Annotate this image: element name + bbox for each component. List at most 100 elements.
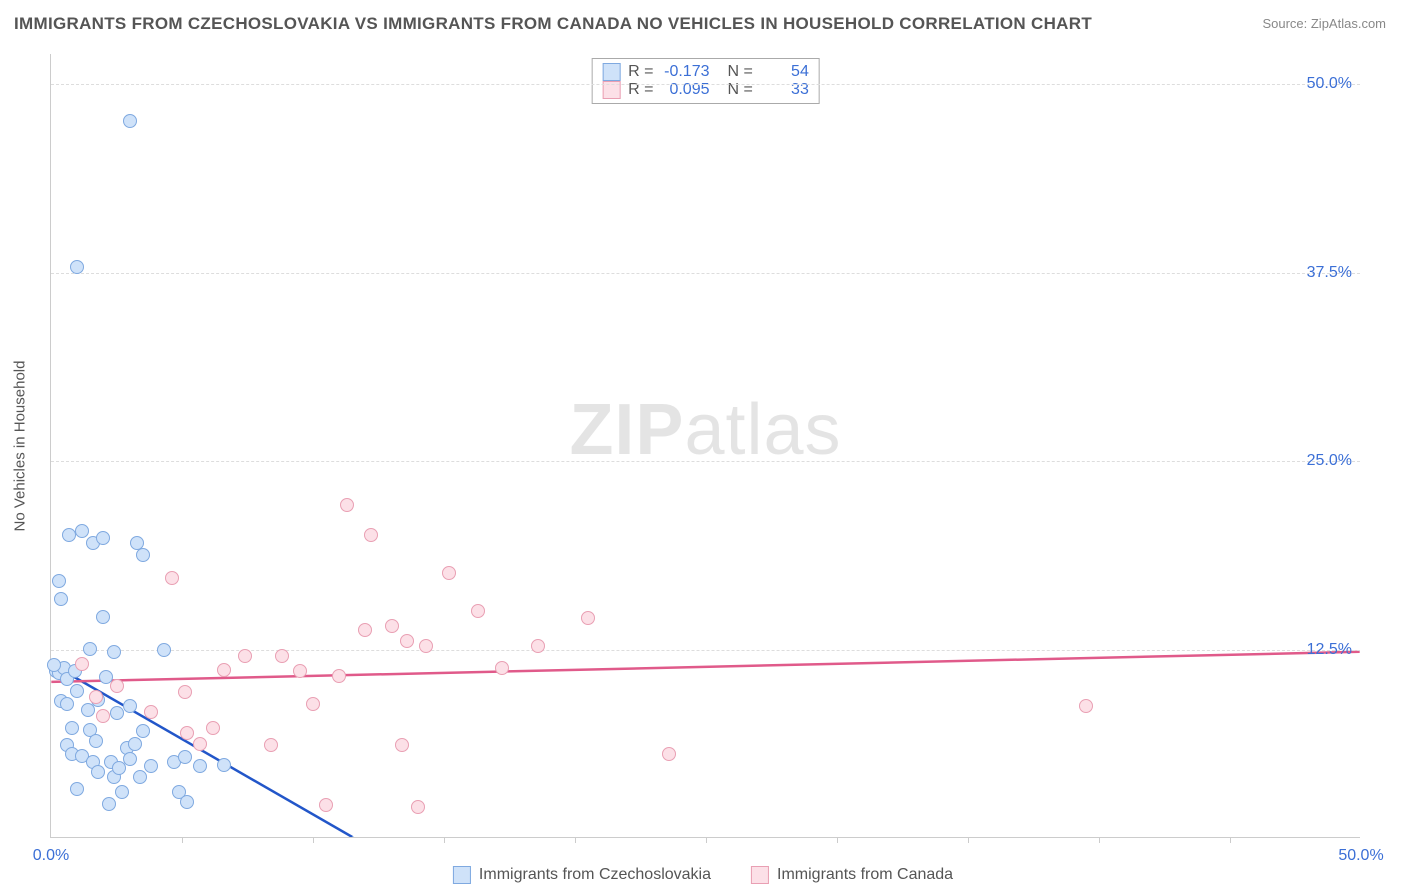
data-point xyxy=(217,758,231,772)
stat-key: N = xyxy=(728,63,753,81)
x-tick-mark xyxy=(968,837,969,843)
data-point xyxy=(54,592,68,606)
legend-item: Immigrants from Czechoslovakia xyxy=(453,866,711,884)
x-tick-label: 0.0% xyxy=(33,847,69,865)
data-point xyxy=(442,566,456,580)
gridline xyxy=(51,273,1360,274)
x-tick-mark xyxy=(1099,837,1100,843)
data-point xyxy=(471,604,485,618)
data-point xyxy=(178,685,192,699)
data-point xyxy=(411,800,425,814)
data-point xyxy=(662,747,676,761)
data-point xyxy=(531,639,545,653)
data-point xyxy=(47,658,61,672)
data-point xyxy=(144,705,158,719)
data-point xyxy=(332,669,346,683)
stats-row: R = -0.173 N = 54 xyxy=(602,63,809,81)
data-point xyxy=(70,684,84,698)
data-point xyxy=(123,114,137,128)
stat-key: R = xyxy=(628,63,653,81)
data-point xyxy=(178,750,192,764)
y-tick-label: 25.0% xyxy=(1307,452,1352,470)
trend-lines xyxy=(51,54,1360,837)
y-tick-label: 12.5% xyxy=(1307,641,1352,659)
data-point xyxy=(217,663,231,677)
data-point xyxy=(133,770,147,784)
x-tick-label: 50.0% xyxy=(1338,847,1383,865)
data-point xyxy=(123,699,137,713)
data-point xyxy=(107,645,121,659)
data-point xyxy=(102,797,116,811)
data-point xyxy=(91,765,105,779)
chart-title: IMMIGRANTS FROM CZECHOSLOVAKIA VS IMMIGR… xyxy=(14,14,1092,34)
x-tick-mark xyxy=(837,837,838,843)
x-tick-mark xyxy=(313,837,314,843)
y-tick-label: 37.5% xyxy=(1307,264,1352,282)
data-point xyxy=(123,752,137,766)
legend-swatch xyxy=(453,866,471,884)
x-tick-mark xyxy=(1230,837,1231,843)
legend-item: Immigrants from Canada xyxy=(751,866,953,884)
plot-area: ZIPatlas R =-0.173N =54R =0.095N =33 12.… xyxy=(50,54,1360,838)
legend-label: Immigrants from Czechoslovakia xyxy=(479,866,711,884)
data-point xyxy=(96,709,110,723)
data-point xyxy=(581,611,595,625)
data-point xyxy=(264,738,278,752)
data-point xyxy=(75,524,89,538)
legend-swatch xyxy=(751,866,769,884)
data-point xyxy=(60,697,74,711)
gridline xyxy=(51,84,1360,85)
series-legend: Immigrants from Czechoslovakia Immigrants… xyxy=(453,866,953,884)
x-tick-mark xyxy=(575,837,576,843)
data-point xyxy=(180,795,194,809)
data-point xyxy=(83,642,97,656)
data-point xyxy=(81,703,95,717)
data-point xyxy=(89,734,103,748)
data-point xyxy=(144,759,158,773)
source-label: Source: ZipAtlas.com xyxy=(1262,16,1386,31)
data-point xyxy=(110,679,124,693)
data-point xyxy=(495,661,509,675)
watermark: ZIPatlas xyxy=(569,389,841,471)
data-point xyxy=(400,634,414,648)
data-point xyxy=(1079,699,1093,713)
data-point xyxy=(419,639,433,653)
data-point xyxy=(96,531,110,545)
data-point xyxy=(157,643,171,657)
legend-swatch xyxy=(602,63,620,81)
data-point xyxy=(89,690,103,704)
y-axis-label: No Vehicles in Household xyxy=(12,361,29,532)
data-point xyxy=(52,574,66,588)
stat-n-value: 54 xyxy=(761,63,809,81)
y-tick-label: 50.0% xyxy=(1307,75,1352,93)
data-point xyxy=(75,657,89,671)
data-point xyxy=(293,664,307,678)
correlation-stats-box: R =-0.173N =54R =0.095N =33 xyxy=(591,58,820,104)
data-point xyxy=(358,623,372,637)
legend-label: Immigrants from Canada xyxy=(777,866,953,884)
data-point xyxy=(165,571,179,585)
data-point xyxy=(238,649,252,663)
data-point xyxy=(62,528,76,542)
data-point xyxy=(319,798,333,812)
data-point xyxy=(275,649,289,663)
data-point xyxy=(115,785,129,799)
x-tick-mark xyxy=(182,837,183,843)
data-point xyxy=(70,782,84,796)
data-point xyxy=(70,260,84,274)
data-point xyxy=(180,726,194,740)
x-tick-mark xyxy=(444,837,445,843)
data-point xyxy=(340,498,354,512)
data-point xyxy=(385,619,399,633)
data-point xyxy=(128,737,142,751)
data-point xyxy=(110,706,124,720)
data-point xyxy=(193,759,207,773)
gridline xyxy=(51,461,1360,462)
data-point xyxy=(306,697,320,711)
data-point xyxy=(136,724,150,738)
data-point xyxy=(193,737,207,751)
stat-r-value: -0.173 xyxy=(662,63,710,81)
data-point xyxy=(364,528,378,542)
data-point xyxy=(395,738,409,752)
data-point xyxy=(96,610,110,624)
